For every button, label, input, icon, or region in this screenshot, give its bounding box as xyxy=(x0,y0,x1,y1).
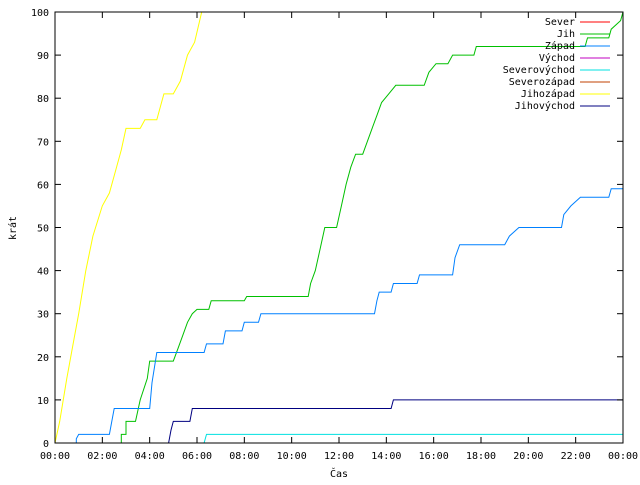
legend: SeverJihZápadVýchodSeverovýchodSeverozáp… xyxy=(503,17,610,112)
y-tick-label: 90 xyxy=(37,51,49,62)
y-tick-label: 30 xyxy=(37,310,49,321)
series-line-7 xyxy=(55,399,623,443)
y-axis-label: krát xyxy=(7,216,19,240)
legend-label: Jihovýchod xyxy=(515,100,575,112)
legend-label: Severovýchod xyxy=(503,64,575,76)
series-line-1 xyxy=(55,12,623,443)
y-tick-label: 20 xyxy=(37,353,49,364)
x-tick-label: 18:00 xyxy=(466,451,496,462)
legend-label: Severozápad xyxy=(509,76,575,88)
x-tick-label: 12:00 xyxy=(324,451,354,462)
x-tick-label: 10:00 xyxy=(277,451,307,462)
x-tick-label: 14:00 xyxy=(371,451,401,462)
y-tick-label: 0 xyxy=(43,439,49,450)
x-tick-label: 22:00 xyxy=(561,451,591,462)
x-tick-label: 02:00 xyxy=(87,451,117,462)
y-tick-label: 80 xyxy=(37,94,49,105)
y-tick-label: 100 xyxy=(31,8,49,19)
x-tick-label: 04:00 xyxy=(135,451,165,462)
series-line-2 xyxy=(55,188,623,443)
x-tick-label: 00:00 xyxy=(608,451,638,462)
x-tick-label: 06:00 xyxy=(182,451,212,462)
legend-label: Západ xyxy=(545,40,575,52)
y-tick-label: 60 xyxy=(37,180,49,191)
legend-label: Jih xyxy=(557,29,575,40)
x-tick-label: 08:00 xyxy=(229,451,259,462)
legend-label: Jihozápad xyxy=(521,88,575,100)
x-tick-label: 16:00 xyxy=(419,451,449,462)
x-axis-label: Čas xyxy=(330,467,348,480)
x-tick-label: 00:00 xyxy=(40,451,70,462)
y-tick-label: 70 xyxy=(37,137,49,148)
series-line-6 xyxy=(55,12,203,443)
y-tick-label: 40 xyxy=(37,267,49,278)
x-tick-label: 20:00 xyxy=(513,451,543,462)
series-line-4 xyxy=(55,433,623,443)
legend-label: Východ xyxy=(539,52,575,64)
legend-label: Sever xyxy=(545,17,575,28)
y-tick-label: 50 xyxy=(37,224,49,235)
y-tick-label: 10 xyxy=(37,396,49,407)
